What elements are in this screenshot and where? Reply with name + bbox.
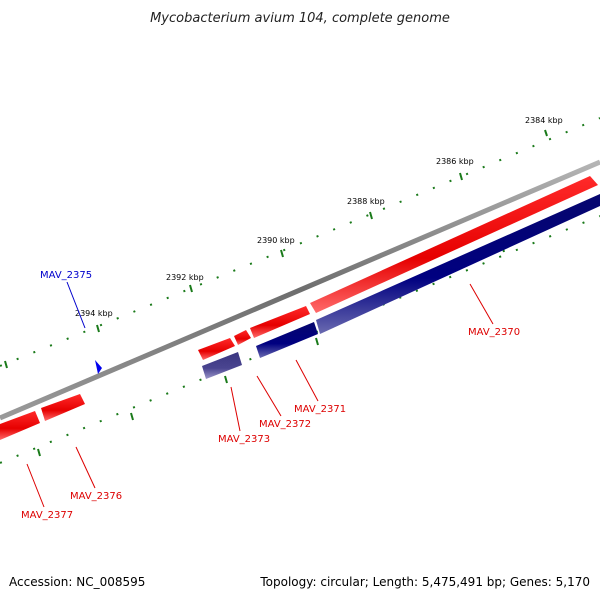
accession-text: Accession: NC_008595 — [9, 575, 146, 589]
gene-label[interactable]: MAV_2372 — [259, 419, 311, 430]
gene-arrow-mav-2370[interactable] — [310, 176, 598, 313]
scale-label: 2388 kbp — [347, 197, 385, 206]
scale-labels: 2384 kbp 2386 kbp 2388 kbp 2390 kbp 2392… — [75, 116, 563, 318]
gene-marker-mav-2375[interactable] — [95, 360, 102, 374]
gene-arrow-mav-2371[interactable] — [250, 306, 310, 338]
gene-label[interactable]: MAV_2370 — [468, 327, 520, 338]
gene-label[interactable]: MAV_2375 — [40, 270, 92, 281]
reverse-gene-block-purple[interactable] — [202, 352, 242, 379]
genome-backbone — [0, 159, 600, 421]
gene-label[interactable]: MAV_2371 — [294, 404, 346, 415]
reverse-gene-block-short[interactable] — [256, 322, 318, 358]
map-title: Mycobacterium avium 104, complete genome — [150, 11, 450, 26]
outer-tick-ring — [0, 117, 600, 367]
forward-genes — [0, 176, 598, 440]
major-ticks — [4, 129, 548, 369]
gene-arrow-mav-2372[interactable] — [234, 330, 251, 345]
reverse-gene-block-long[interactable] — [316, 194, 600, 334]
scale-label: 2392 kbp — [166, 273, 204, 282]
scale-label: 2390 kbp — [257, 236, 295, 245]
leader-lines — [26, 281, 494, 508]
gene-arrow-mav-2373[interactable] — [198, 338, 235, 360]
reverse-band — [202, 194, 600, 379]
gene-label[interactable]: MAV_2373 — [218, 434, 270, 445]
gene-labels: MAV_2370 MAV_2371 MAV_2372 MAV_2373 MAV_… — [21, 270, 520, 521]
gene-arrow-mav-2377[interactable] — [0, 411, 40, 440]
scale-label: 2394 kbp — [75, 309, 113, 318]
genome-summary-text: Topology: circular; Length: 5,475,491 bp… — [260, 575, 590, 589]
gene-arrow-mav-2376[interactable] — [41, 394, 85, 421]
scale-label: 2386 kbp — [436, 157, 474, 166]
gene-label[interactable]: MAV_2376 — [70, 491, 122, 502]
gene-label[interactable]: MAV_2377 — [21, 510, 73, 521]
scale-label: 2384 kbp — [525, 116, 563, 125]
